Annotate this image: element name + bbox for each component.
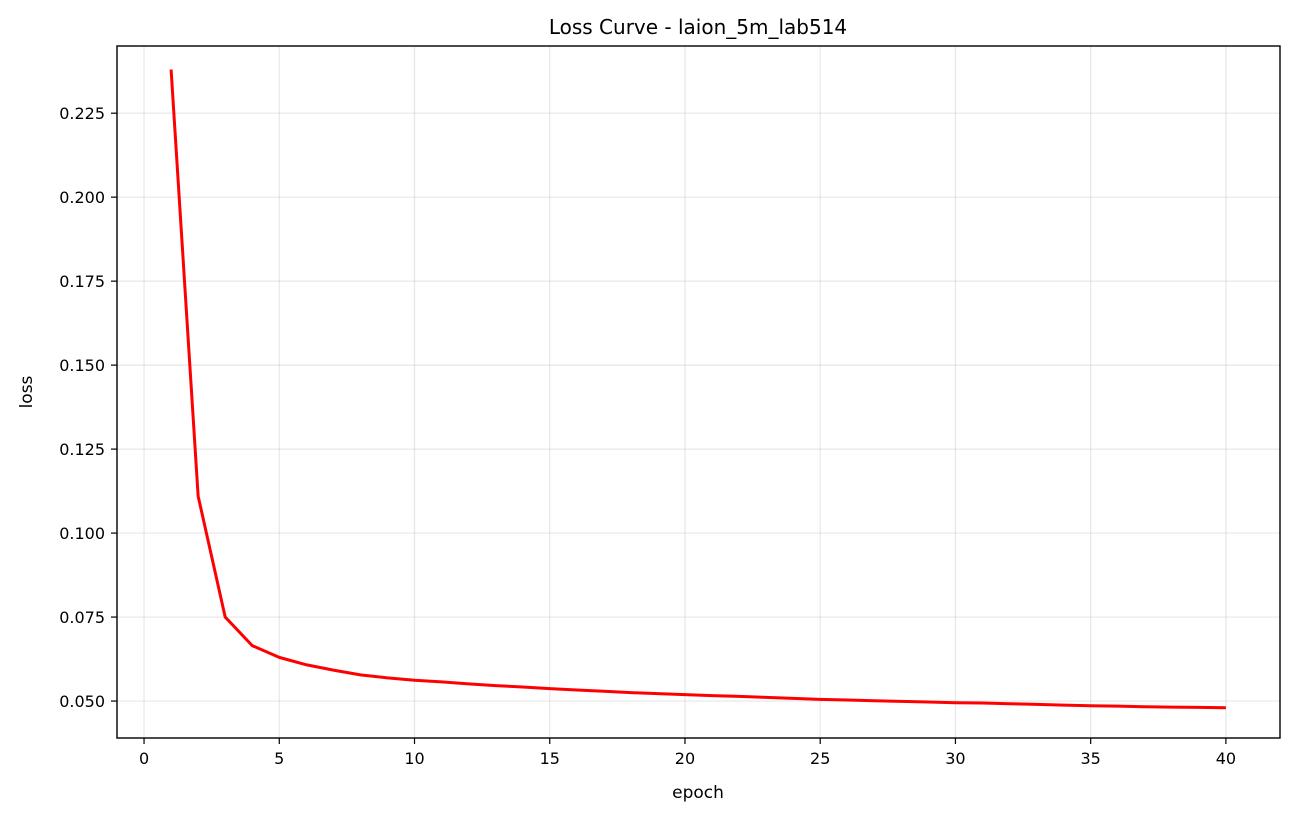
y-tick-label: 0.225: [59, 104, 105, 123]
y-tick-label: 0.150: [59, 356, 105, 375]
y-tick-label: 0.125: [59, 440, 105, 459]
y-tick-label: 0.175: [59, 272, 105, 291]
x-tick-label: 0: [139, 749, 149, 768]
y-tick-label: 0.050: [59, 692, 105, 711]
x-tick-label: 15: [540, 749, 560, 768]
series-layer: [169, 69, 1226, 710]
x-tick-label: 25: [810, 749, 830, 768]
plot-frame: [116, 45, 1281, 739]
tick-layer: 0 5 10 15 20 25 30 35 40 0.050 0.075 0.100 0.125 0.15…: [59, 104, 1236, 768]
x-tick-label: 30: [945, 749, 965, 768]
x-tick-label: 35: [1080, 749, 1100, 768]
x-axis-label: epoch: [672, 783, 724, 803]
x-tick-label: 40: [1216, 749, 1236, 768]
grid-layer: [117, 46, 1280, 738]
y-tick-label: 0.075: [59, 608, 105, 627]
y-tick-label: 0.100: [59, 524, 105, 543]
y-axis-label: loss: [17, 375, 37, 408]
x-tick-label: 5: [274, 749, 284, 768]
x-tick-label: 20: [675, 749, 695, 768]
x-tick-label: 10: [404, 749, 424, 768]
chart-title: Loss Curve - laion_5m_lab514: [549, 15, 847, 39]
loss-series-line: [169, 69, 1226, 710]
y-tick-label: 0.200: [59, 188, 105, 207]
